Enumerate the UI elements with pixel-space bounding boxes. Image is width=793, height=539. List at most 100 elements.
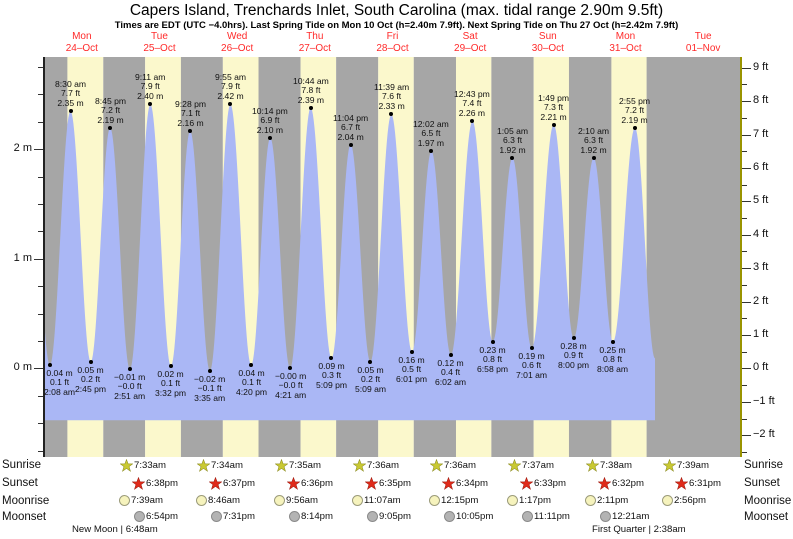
moon-phase-name: First Quarter: [592, 524, 646, 535]
high-tide-label: 10:44 am 7.8 ft 2.39 m: [293, 76, 329, 105]
astro-time: 7:31pm: [223, 511, 255, 522]
tide-time: 9:28 pm: [175, 99, 207, 109]
tide-height-ft: 7.6 ft: [382, 91, 402, 102]
high-tide-marker: [632, 125, 637, 130]
astro-cell-moonrise: 8:46am: [196, 495, 240, 506]
left-axis-tick: [38, 423, 43, 424]
left-axis-tick: [38, 177, 43, 178]
astro-cell-moonset: 11:11pm: [522, 511, 570, 522]
sunrise-star-icon: [197, 459, 210, 472]
astro-time: 6:35pm: [379, 478, 411, 489]
low-tide-marker: [168, 364, 173, 369]
moonset-circle-icon: [600, 511, 611, 522]
astro-cell-sunrise: 7:33am: [120, 459, 166, 472]
left-axis-tick: [38, 231, 43, 232]
tide-time: 6:01 pm: [396, 373, 428, 384]
astro-cell-sunset: 6:32pm: [598, 477, 644, 490]
astro-time: 8:14pm: [301, 511, 333, 522]
day-weekday: Thu: [306, 31, 324, 42]
astro-row-label-moonrise-right: Moonrise: [744, 495, 792, 507]
tide-height-ft: 6.5 ft: [421, 128, 441, 139]
astro-cell-sunset: 6:31pm: [675, 477, 721, 490]
right-axis-tick: [742, 151, 747, 152]
moonset-circle-icon: [444, 511, 455, 522]
low-tide-label: 0.09 m 0.3 ft 5:09 pm: [316, 361, 347, 390]
tide-height-ft: −0.1 ft: [197, 383, 222, 394]
day-header-6: Sat 29–Oct: [431, 31, 509, 54]
tide-time: 5:09 am: [355, 383, 387, 394]
moon-phase-caption: First Quarter | 2:38am: [592, 524, 686, 535]
tide-height-m: −0.00 m: [275, 371, 307, 381]
day-weekday: Mon: [615, 31, 636, 42]
sunset-star-icon: [132, 477, 145, 490]
astro-cell-moonset: 10:05pm: [444, 511, 493, 522]
tide-time: 2:51 am: [114, 390, 146, 401]
low-tide-marker: [47, 363, 52, 368]
astro-time: 2:11pm: [597, 495, 629, 506]
tide-height-ft: 6.9 ft: [260, 115, 280, 126]
moonrise-circle-icon: [274, 495, 285, 506]
tide-height-m: 2.39 m: [297, 94, 325, 105]
high-tide-marker: [308, 105, 313, 110]
day-header-4: Thu 27–Oct: [276, 31, 354, 54]
astro-cell-moonrise: 12:15pm: [429, 495, 478, 506]
tide-height-m: 0.04 m: [46, 368, 73, 378]
day-weekday: Sun: [538, 31, 557, 42]
high-tide-label: 2:10 am 6.3 ft 1.92 m: [578, 126, 609, 155]
astro-row-label-moonset-right: Moonset: [744, 511, 789, 523]
right-axis-tick: [742, 235, 751, 236]
day-date: 28–Oct: [376, 42, 409, 54]
astro-time: 7:39am: [677, 460, 709, 471]
astro-row-label-sunset-left: Sunset: [2, 477, 38, 489]
sunrise-star-icon: [663, 459, 676, 472]
astro-time: 9:56am: [286, 495, 318, 506]
moonset-circle-icon: [367, 511, 378, 522]
day-header-1: Mon 24–Oct: [43, 31, 121, 54]
astro-cell-sunset: 6:38pm: [132, 477, 178, 490]
high-tide-marker: [429, 149, 434, 154]
astro-cell-sunset: 6:36pm: [287, 477, 333, 490]
astro-time: 6:37pm: [223, 478, 255, 489]
astro-cell-moonset: 8:14pm: [289, 511, 333, 522]
astro-time: 10:05pm: [456, 511, 494, 522]
sunset-star-icon: [365, 477, 378, 490]
right-axis-tick: [742, 419, 747, 420]
moon-phase-separator: |: [645, 524, 654, 535]
high-tide-label: 12:43 pm 7.4 ft 2.26 m: [454, 89, 490, 118]
high-tide-label: 1:49 pm 7.3 ft 2.21 m: [538, 93, 569, 122]
day-weekday: Mon: [72, 31, 92, 42]
tide-height-m: −0.02 m: [194, 374, 226, 384]
low-tide-label: 0.04 m 0.1 ft 2:08 am: [44, 368, 75, 397]
tide-height-ft: 0.8 ft: [482, 354, 503, 365]
right-axis-label: −2 ft: [753, 428, 775, 441]
high-tide-label: 8:45 pm 7.2 ft 2.19 m: [95, 96, 126, 125]
astro-time: 6:38pm: [146, 478, 178, 489]
tide-height-m: 2.19 m: [621, 114, 648, 125]
tide-height-ft: 0.2 ft: [360, 374, 381, 385]
astro-time: 12:21am: [612, 511, 650, 522]
tide-time: 6:58 pm: [477, 363, 509, 374]
astro-time: 6:34pm: [456, 478, 488, 489]
tide-height-ft: 0.4 ft: [440, 367, 461, 378]
right-axis-tick: [742, 168, 751, 169]
tide-time: 8:08 am: [597, 363, 629, 374]
high-tide-marker: [591, 155, 596, 160]
astro-cell-sunset: 6:33pm: [520, 477, 566, 490]
low-tide-label: −0.02 m −0.1 ft 3:35 am: [194, 374, 226, 403]
tide-height-ft: 7.3 ft: [543, 102, 564, 113]
astro-time: 1:17pm: [519, 495, 551, 506]
right-axis-tick: [742, 84, 747, 85]
tide-height-ft: 7.2 ft: [624, 105, 645, 116]
astro-time: 7:36am: [367, 460, 399, 471]
tide-height-ft: 0.1 ft: [241, 377, 262, 388]
left-axis-tick: [34, 149, 43, 150]
day-header-row: Mon 24–Oct Tue 25–Oct Wed 26–Oct Thu 27–Oct Fri 2…: [43, 31, 742, 55]
tide-height-m: 0.04 m: [238, 368, 265, 378]
low-tide-marker: [329, 356, 334, 361]
low-tide-label: 0.25 m 0.8 ft 8:08 am: [597, 345, 629, 374]
left-axis-tick: [38, 396, 43, 397]
low-tide-marker: [249, 363, 254, 368]
astro-time: 7:38am: [600, 460, 632, 471]
moonrise-circle-icon: [662, 495, 673, 506]
